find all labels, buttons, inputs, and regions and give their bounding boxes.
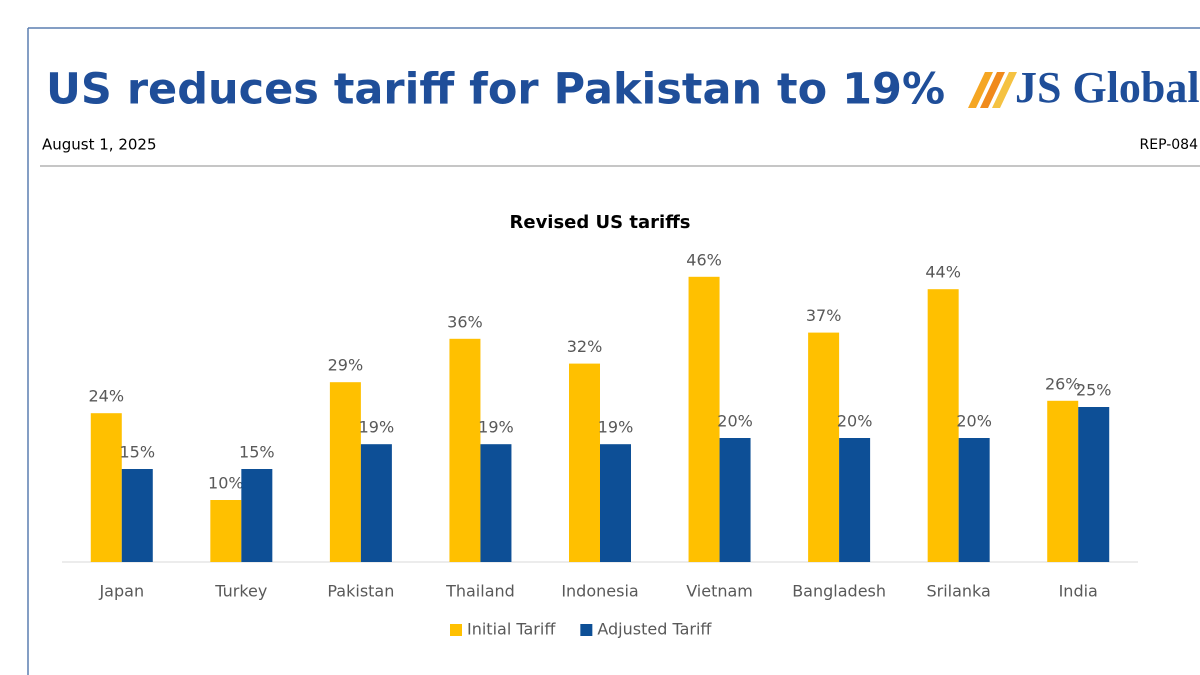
bar [808,332,840,562]
bar [210,500,242,562]
x-tick-label: Japan [98,582,144,601]
value-label: 25% [1076,381,1112,400]
report-title: US reduces tariff for Pakistan to 19% [46,65,945,115]
bar [600,444,631,562]
bar [688,276,720,562]
bar [839,438,871,562]
x-tick-label: Turkey [214,582,267,601]
legend-label: Adjusted Tariff [597,620,712,639]
x-tick-label: Bangladesh [792,582,886,601]
bar [241,469,273,562]
legend-swatch [450,624,462,636]
value-label: 24% [88,387,124,406]
legend-label: Initial Tariff [467,620,556,639]
chart-title: Revised US tariffs [510,212,691,233]
plot-area: Japan 24% 15% Turkey 10% 15% Pakistan 29% 19% Tha… [62,250,1138,639]
x-tick-label: India [1059,582,1098,601]
value-label: 15% [119,443,155,462]
value-label: 19% [598,418,634,437]
value-label: 19% [359,418,395,437]
value-label: 19% [478,418,514,437]
x-tick-label: Srilanka [926,582,990,601]
bar [927,289,959,562]
x-tick-label: Indonesia [561,582,638,601]
legend-swatch [580,624,593,636]
value-label: 44% [925,263,961,282]
value-label: 36% [447,312,483,331]
value-label: 20% [837,412,873,431]
logo-icon [968,72,1017,108]
value-label: 15% [239,443,275,462]
bar [480,444,512,562]
report-date: August 1, 2025 [42,136,157,154]
value-label: 10% [208,474,244,493]
value-label: 46% [686,250,722,269]
report-reference: REP-084 [1140,137,1199,153]
x-tick-label: Vietnam [686,582,753,601]
value-label: 29% [328,356,364,375]
value-label: 37% [806,306,842,325]
bar [90,413,122,562]
value-label: 26% [1045,374,1081,393]
bar [1078,407,1110,562]
bar [360,444,392,562]
value-label: 20% [717,412,753,431]
bar [449,338,481,562]
logo-text: JS Global [1015,63,1200,112]
value-label: 32% [567,337,603,356]
bar [329,382,361,562]
bar [569,363,600,562]
bar [121,469,153,562]
bar [719,438,751,562]
bar [1047,400,1079,562]
value-label: 20% [956,412,992,431]
x-tick-label: Thailand [445,582,515,601]
bar [958,438,990,562]
x-tick-label: Pakistan [327,582,394,601]
